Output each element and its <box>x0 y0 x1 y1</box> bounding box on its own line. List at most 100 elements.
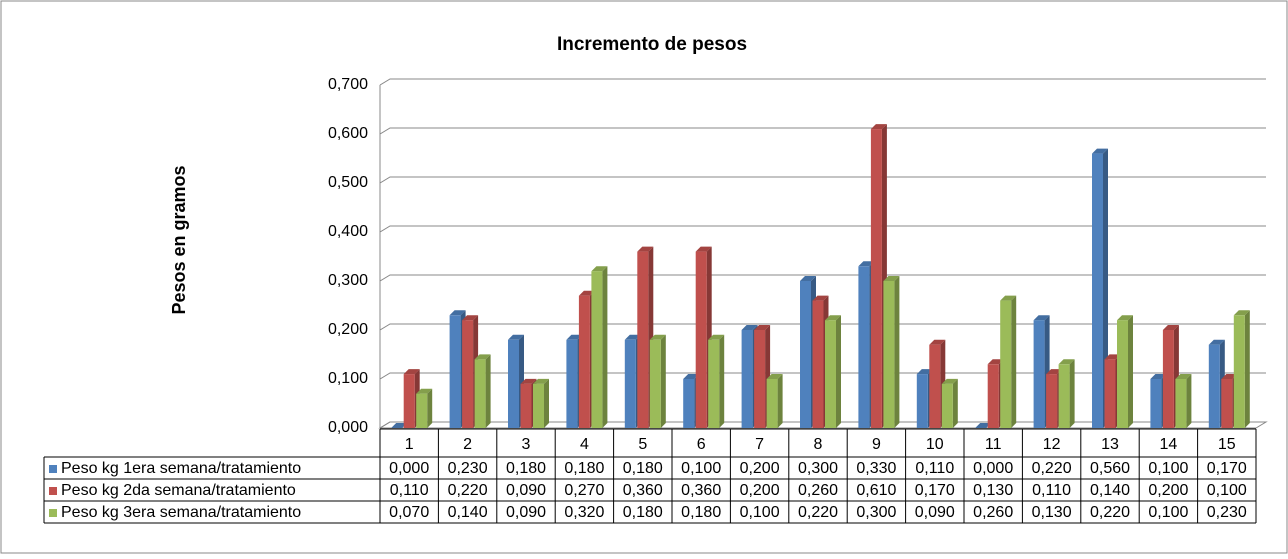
chart-title: Incremento de pesos <box>557 34 747 55</box>
bar-side <box>1244 310 1250 428</box>
bar-top <box>578 290 595 296</box>
bar <box>637 251 649 428</box>
table-value: 0,200 <box>740 460 780 477</box>
bar-top <box>941 378 958 384</box>
bar-top <box>474 354 491 360</box>
bar <box>508 339 519 428</box>
bar-side <box>602 266 608 428</box>
bar-top <box>695 246 712 252</box>
bar-top <box>987 359 1004 365</box>
table-value: 0,300 <box>856 504 896 521</box>
table-value: 0,360 <box>681 482 721 499</box>
table-value: 0,220 <box>448 482 488 499</box>
table-value: 0,180 <box>506 460 546 477</box>
bar-top <box>1233 310 1250 316</box>
y-tick-label: 0,100 <box>328 370 368 387</box>
table-value: 0,100 <box>681 460 721 477</box>
bar-top <box>1033 315 1050 321</box>
bar-top <box>1092 148 1108 154</box>
x-tick-label: 10 <box>926 436 944 453</box>
bar-top <box>462 315 479 321</box>
x-tick-label: 6 <box>697 436 706 453</box>
grid-line <box>379 225 1266 233</box>
table-value: 0,170 <box>915 482 955 499</box>
table-value: 0,110 <box>1032 482 1071 499</box>
table-value: 0,100 <box>1148 460 1188 477</box>
bar-top <box>508 334 524 340</box>
bar <box>1000 300 1012 428</box>
table-value: 0,130 <box>973 482 1013 499</box>
bar <box>695 251 707 428</box>
bar <box>883 281 895 428</box>
bar <box>987 364 999 428</box>
table-value: 0,360 <box>623 482 663 499</box>
bar-top <box>1058 359 1075 365</box>
bar-top <box>883 276 900 281</box>
legend-label: Peso kg 1era semana/tratamiento <box>61 460 301 477</box>
bar <box>1233 315 1245 428</box>
bar-top <box>1117 315 1133 321</box>
bar <box>1033 320 1045 428</box>
bar-side <box>427 388 433 428</box>
bar-top <box>916 369 933 375</box>
y-tick-label: 0,200 <box>328 321 368 338</box>
bar-top <box>1104 354 1121 360</box>
bar <box>754 330 766 428</box>
bar <box>566 339 578 428</box>
bar <box>929 344 941 428</box>
legend-swatch <box>49 487 57 495</box>
table-value: 0,560 <box>1090 460 1130 477</box>
bar-side <box>952 378 958 428</box>
table-value: 0,180 <box>564 460 604 477</box>
bar-top <box>403 369 420 375</box>
bar <box>1104 359 1116 428</box>
bar <box>1046 374 1058 428</box>
bar <box>941 383 953 428</box>
x-tick-label: 7 <box>755 436 764 453</box>
table-value: 0,100 <box>740 504 780 521</box>
bar <box>591 271 603 428</box>
table-value: 0,260 <box>973 504 1013 521</box>
table-value: 0,330 <box>856 460 896 477</box>
bar-top <box>1000 295 1017 301</box>
bar-side <box>1186 374 1192 428</box>
y-tick-label: 0,400 <box>328 223 368 240</box>
y-tick-label: 0,500 <box>328 174 368 191</box>
bar-top <box>1150 374 1167 379</box>
bar <box>1221 379 1233 428</box>
table-value: 0,090 <box>915 504 955 521</box>
bar-top <box>800 276 816 281</box>
bar <box>812 300 824 428</box>
bar <box>1092 153 1103 428</box>
table-value: 0,000 <box>973 460 1013 477</box>
bar <box>741 330 753 428</box>
bar-side <box>544 378 549 428</box>
x-tick-label: 9 <box>872 436 881 453</box>
bar-top <box>683 374 700 379</box>
table-value: 0,090 <box>506 504 546 521</box>
bar <box>825 320 836 428</box>
y-tick-label: 0,000 <box>328 419 368 436</box>
bar-top <box>1162 325 1179 330</box>
grid-line <box>379 78 1266 86</box>
bar-top <box>449 310 466 316</box>
table-value: 0,100 <box>1207 482 1247 499</box>
table-value: 0,140 <box>1090 482 1130 499</box>
bar-side <box>1128 315 1133 428</box>
bar-top <box>416 388 433 394</box>
bar <box>533 383 544 428</box>
table-value: 0,230 <box>1207 504 1247 521</box>
bar <box>708 339 720 428</box>
grid-line <box>379 176 1266 184</box>
bar-side <box>660 334 666 428</box>
x-tick-label: 5 <box>638 436 647 453</box>
bar-top <box>649 334 666 340</box>
bar-side <box>485 354 491 428</box>
table-value: 0,110 <box>390 482 429 499</box>
bar <box>1162 330 1174 428</box>
table-value: 0,170 <box>1207 460 1247 477</box>
bar <box>416 393 428 428</box>
bar <box>766 379 778 428</box>
bar-top <box>975 423 992 428</box>
